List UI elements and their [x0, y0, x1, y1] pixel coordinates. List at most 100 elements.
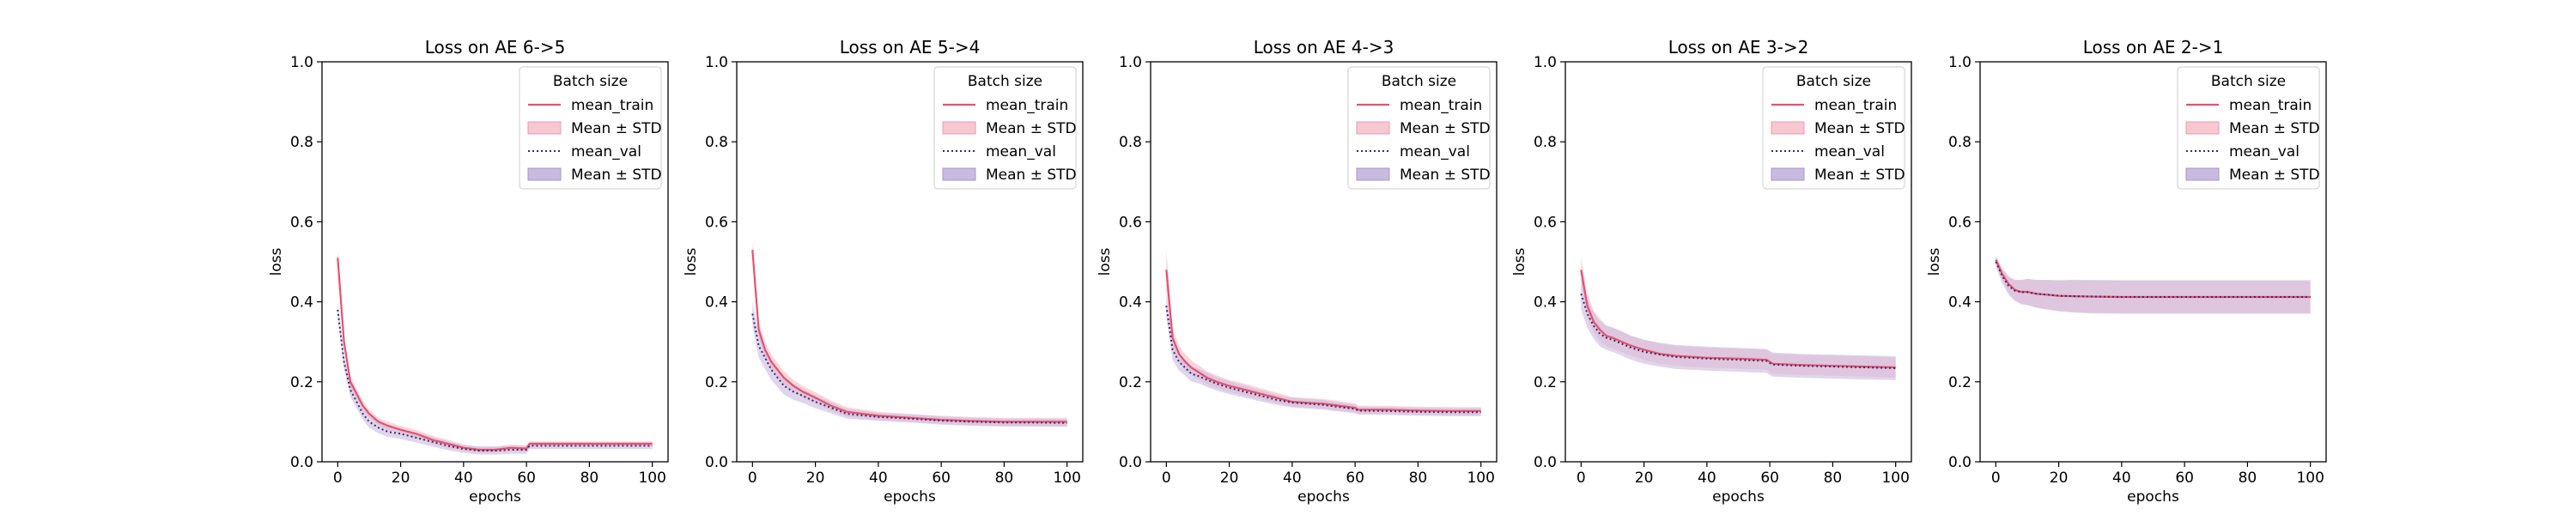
- legend-title: Batch size: [968, 73, 1042, 90]
- chart-title: Loss on AE 4->3: [1254, 37, 1394, 58]
- x-tick-label: 0: [333, 470, 343, 487]
- legend-title: Batch size: [1382, 73, 1456, 90]
- legend-handle-val-band: [942, 167, 976, 181]
- plot-frame: [736, 61, 1084, 463]
- x-tick-label: 0: [748, 470, 757, 487]
- x-tick-label: 40: [454, 470, 473, 487]
- legend-box: [1347, 66, 1491, 190]
- x-tick-label: 80: [2239, 470, 2257, 487]
- chart-2: 0 20 40 60 80 100 0.0 0.2 0.4 0.6 0.8 1.0 Loss on AE…: [683, 37, 1084, 506]
- legend-label: Mean ± STD: [1814, 120, 1905, 137]
- legend: Batch size mean_train Mean ± STD mean_val Me…: [1762, 66, 1905, 190]
- legend-label: Mean ± STD: [986, 120, 1077, 137]
- y-tick-label: 1.0: [1119, 54, 1142, 71]
- x-tick-label: 100: [1881, 470, 1909, 487]
- chart-title: Loss on AE 6->5: [425, 37, 566, 58]
- legend-label: mean_train: [986, 97, 1068, 114]
- x-tick-label: 40: [869, 470, 888, 487]
- x-tick-label: 40: [1283, 470, 1302, 487]
- x-tick-label: 100: [1053, 470, 1080, 487]
- x-tick-label: 60: [1760, 470, 1779, 487]
- y-tick-label: 0.6: [1948, 214, 1971, 231]
- legend-label: mean_val: [2229, 143, 2300, 161]
- chart-5: 0 20 40 60 80 100 0.0 0.2 0.4 0.6 0.8 1.0 Loss on AE…: [1926, 37, 2327, 506]
- series-line-mean-train: [1580, 270, 1896, 369]
- legend-label: mean_val: [1400, 143, 1470, 161]
- legend-title: Batch size: [553, 73, 628, 90]
- legend-label: mean_train: [571, 97, 653, 114]
- x-tick-label: 80: [1409, 470, 1428, 487]
- legend-label: mean_val: [986, 143, 1056, 161]
- legend-handle-val-band: [1771, 167, 1805, 181]
- x-axis-label: epochs: [1297, 488, 1350, 506]
- x-tick-label: 60: [932, 470, 951, 487]
- x-tick-label: 60: [1346, 470, 1364, 487]
- charts-container: 0 20 40 60 80 100 0.0 0.2 0.4 0.6 0.8 1.0 Loss on AE…: [268, 37, 2327, 506]
- y-axis-label: loss: [1511, 247, 1528, 276]
- chart-1: 0 20 40 60 80 100 0.0 0.2 0.4 0.6 0.8 1.0 Loss on AE…: [268, 37, 669, 506]
- x-tick-label: 20: [806, 470, 825, 487]
- y-axis-label: loss: [268, 247, 285, 276]
- y-tick-label: 1.0: [1948, 54, 1971, 71]
- legend-label: Mean ± STD: [2229, 120, 2320, 137]
- plot-frame: [321, 61, 669, 463]
- x-tick-label: 80: [1824, 470, 1843, 487]
- x-tick-label: 60: [2175, 470, 2194, 487]
- y-tick-label: 0.2: [1119, 374, 1142, 391]
- y-tick-label: 0.8: [1948, 134, 1971, 151]
- chart-title: Loss on AE 2->1: [2083, 37, 2224, 58]
- legend-label: Mean ± STD: [986, 167, 1077, 184]
- series-line-mean-train: [1165, 270, 1481, 412]
- legend-box: [2177, 66, 2320, 190]
- x-tick-label: 20: [392, 470, 410, 487]
- legend-label: mean_val: [571, 143, 641, 161]
- x-tick-label: 80: [580, 470, 599, 487]
- x-tick-label: 100: [1467, 470, 1494, 487]
- plot-frame: [1979, 61, 2327, 463]
- y-tick-label: 0.6: [1534, 214, 1557, 231]
- y-tick-label: 0.2: [1534, 374, 1557, 391]
- series-line-mean-train: [337, 258, 653, 451]
- y-tick-label: 0.6: [290, 214, 313, 231]
- series-line-mean-val: [1165, 306, 1481, 414]
- legend-label: mean_train: [1814, 97, 1897, 114]
- legend-label: Mean ± STD: [1400, 120, 1491, 137]
- y-axis-label: loss: [1926, 247, 1943, 276]
- x-tick-label: 100: [638, 470, 665, 487]
- series-line-mean-val: [1580, 294, 1896, 369]
- y-tick-label: 0.8: [1119, 134, 1142, 151]
- y-tick-label: 0.2: [705, 374, 728, 391]
- y-tick-label: 0.4: [290, 294, 313, 312]
- y-tick-label: 1.0: [1534, 54, 1557, 71]
- legend-box: [1762, 66, 1905, 190]
- x-tick-label: 0: [1991, 470, 2001, 487]
- legend-label: mean_val: [1814, 143, 1885, 161]
- legend-handle-val-band: [1356, 167, 1390, 181]
- x-tick-label: 20: [1635, 470, 1654, 487]
- y-tick-label: 0.0: [1948, 454, 1971, 471]
- x-tick-label: 40: [2112, 470, 2131, 487]
- legend-handle-val-band: [527, 167, 562, 181]
- series-line-mean-val: [1995, 261, 2311, 298]
- y-tick-label: 0.6: [1119, 214, 1142, 231]
- x-tick-label: 100: [2296, 470, 2324, 487]
- legend-handle-train-band: [527, 121, 562, 135]
- legend-title: Batch size: [1796, 73, 1871, 90]
- x-tick-label: 0: [1162, 470, 1171, 487]
- y-tick-label: 0.8: [705, 134, 728, 151]
- legend: Batch size mean_train Mean ± STD mean_val Me…: [519, 66, 662, 190]
- legend-label: mean_train: [2229, 97, 2312, 114]
- legend-label: Mean ± STD: [571, 120, 662, 137]
- y-tick-label: 0.0: [290, 454, 313, 471]
- x-tick-label: 20: [2050, 470, 2069, 487]
- plot-frame: [1564, 61, 1912, 463]
- x-tick-label: 60: [517, 470, 536, 487]
- chart-4: 0 20 40 60 80 100 0.0 0.2 0.4 0.6 0.8 1.0 Loss on AE…: [1511, 37, 1912, 506]
- legend-title: Batch size: [2211, 73, 2286, 90]
- legend: Batch size mean_train Mean ± STD mean_val Me…: [933, 66, 1077, 190]
- chart-3: 0 20 40 60 80 100 0.0 0.2 0.4 0.6 0.8 1.0 Loss on AE…: [1097, 37, 1498, 506]
- y-tick-label: 1.0: [290, 54, 313, 71]
- x-tick-label: 20: [1220, 470, 1239, 487]
